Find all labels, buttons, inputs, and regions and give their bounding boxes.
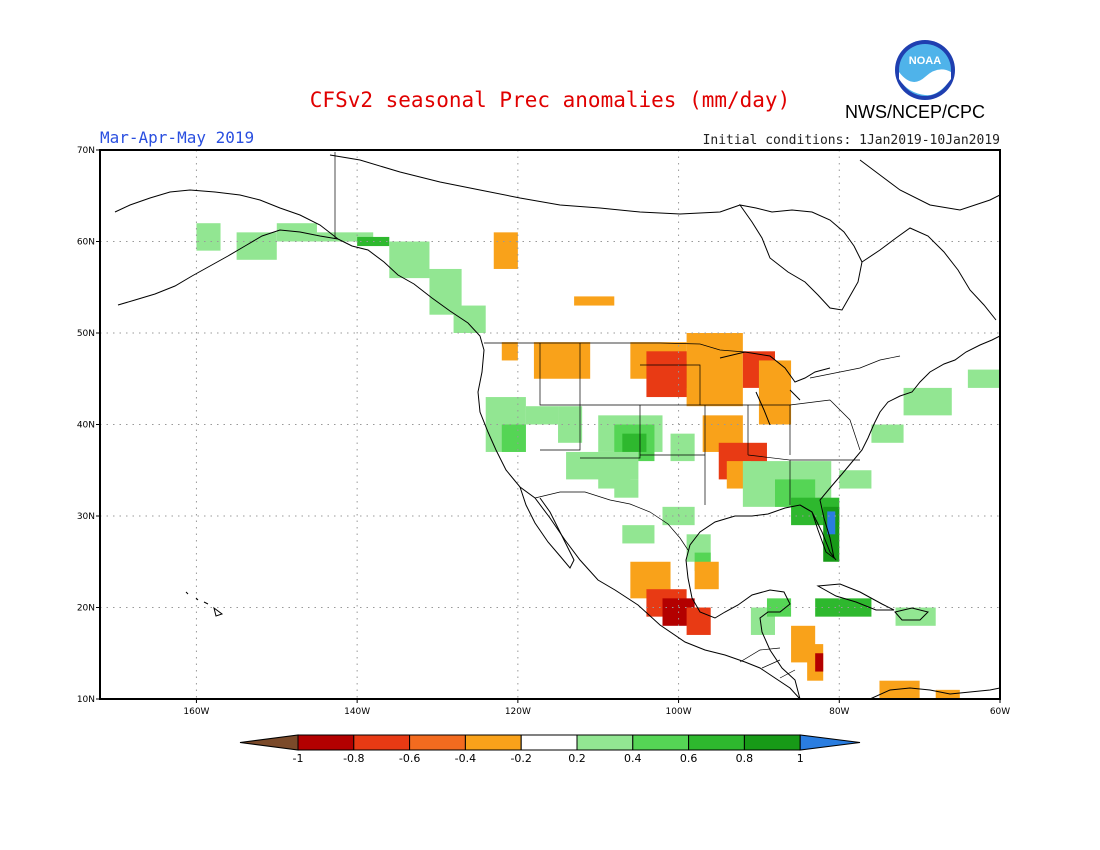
colorbar-right-arrow xyxy=(799,734,861,751)
great-lakes xyxy=(719,351,831,426)
coastline-labrador xyxy=(861,227,997,321)
anomaly-cell xyxy=(670,433,695,462)
lat-label: 40N xyxy=(77,421,95,431)
coastline-greenland xyxy=(859,159,1000,211)
longitude-labels: 160W 140W 120W 100W 80W 60W xyxy=(183,699,1010,717)
lat-label: 70N xyxy=(77,146,95,156)
anomaly-cell xyxy=(827,511,836,535)
anomaly-cell xyxy=(686,333,743,407)
colorbar-segment xyxy=(464,734,522,751)
anomaly-cell xyxy=(501,424,526,452)
lat-label: 30N xyxy=(77,512,95,522)
colorbar-label: 1 xyxy=(797,752,804,765)
anomaly-cell xyxy=(533,342,591,379)
coastlines xyxy=(114,154,1000,699)
coastline-florida xyxy=(799,504,837,561)
us-mexico-border xyxy=(534,491,689,551)
coastline-baja xyxy=(519,486,575,569)
lon-label: 80W xyxy=(829,707,849,717)
colorbar: -1 -0.8 -0.6 -0.4 -0.2 0.2 0.4 0.6 0.8 1 xyxy=(239,734,861,765)
coastline-alaska xyxy=(117,229,339,306)
colorbar-label: 0.6 xyxy=(680,752,698,765)
anomaly-cell xyxy=(694,561,719,590)
coastline-cuba xyxy=(816,583,895,611)
anomaly-cell xyxy=(871,424,904,443)
colorbar-segment xyxy=(576,734,634,751)
anomaly-cell xyxy=(935,689,960,699)
anomaly-cells xyxy=(196,223,1000,699)
lat-label: 10N xyxy=(77,695,95,705)
anomaly-cell xyxy=(879,680,920,699)
coastline-south-america xyxy=(869,687,1000,699)
lon-label: 60W xyxy=(990,707,1010,717)
anomaly-cell xyxy=(493,232,518,269)
anomaly-cell xyxy=(525,406,559,425)
anomaly-cell xyxy=(686,607,711,635)
anomaly-cell xyxy=(276,223,317,242)
lon-label: 120W xyxy=(505,707,531,717)
lat-label: 60N xyxy=(77,238,95,248)
anomaly-cell xyxy=(758,360,792,425)
colorbar-label: -0.6 xyxy=(399,752,420,765)
lon-label: 100W xyxy=(666,707,692,717)
colorbar-segment xyxy=(743,734,801,751)
period-label: Mar-Apr-May 2019 xyxy=(100,128,255,147)
coastline-arctic xyxy=(329,154,741,215)
coastline-hawaii xyxy=(185,591,224,617)
anomaly-cell xyxy=(815,653,824,672)
anomaly-cell xyxy=(453,305,486,333)
initial-conditions-label: Initial conditions: 1Jan2019-10Jan2019 xyxy=(702,133,1000,148)
anomaly-cell xyxy=(967,369,1000,388)
anomaly-cell xyxy=(815,598,872,617)
colorbar-label: -0.4 xyxy=(455,752,476,765)
gridlines xyxy=(100,150,1000,699)
anomaly-cell xyxy=(574,296,615,306)
colorbar-segment xyxy=(297,734,355,751)
coastline-hudson-bay xyxy=(738,204,863,311)
colorbar-segment xyxy=(409,734,466,751)
anomaly-cell xyxy=(501,342,518,361)
central-america-borders xyxy=(739,647,796,679)
colorbar-segment xyxy=(688,734,745,751)
anomaly-cell xyxy=(614,479,639,498)
anomaly-cell xyxy=(389,241,430,279)
anomaly-cell xyxy=(236,232,277,260)
map-title: CFSv2 seasonal Prec anomalies (mm/day) xyxy=(309,88,791,112)
anomaly-cell xyxy=(839,470,872,489)
lon-label: 160W xyxy=(183,707,209,717)
latitude-labels: 70N 60N 50N 40N 30N 20N 10N xyxy=(77,146,100,705)
noaa-logo: NOAA xyxy=(894,39,956,101)
lon-label: 140W xyxy=(344,707,370,717)
coastline-alaska-west xyxy=(114,189,339,240)
svg-text:NOAA: NOAA xyxy=(909,55,941,67)
us-canada-east-border xyxy=(809,355,901,379)
colorbar-label: 0.2 xyxy=(568,752,586,765)
agency-label: NWS/NCEP/CPC xyxy=(845,102,986,122)
anomaly-cell xyxy=(622,525,655,544)
colorbar-segment xyxy=(632,734,690,751)
coastline-hispaniola xyxy=(894,607,929,621)
lat-label: 20N xyxy=(77,604,95,614)
anomaly-cell xyxy=(895,607,936,626)
colorbar-segment xyxy=(520,734,578,751)
anomaly-cell xyxy=(622,433,647,452)
colorbar-label: -0.2 xyxy=(510,752,531,765)
political-borders xyxy=(334,152,901,679)
colorbar-left-arrow xyxy=(239,734,299,751)
colorbar-label: 0.8 xyxy=(736,752,754,765)
coastline-gulf xyxy=(685,335,1000,699)
colorbar-label: -0.8 xyxy=(343,752,364,765)
anomaly-cell xyxy=(316,232,374,242)
state-borders xyxy=(539,343,861,505)
colorbar-label: 0.4 xyxy=(624,752,642,765)
colorbar-label: -1 xyxy=(293,752,304,765)
coastline-west xyxy=(337,238,801,699)
anomaly-cell xyxy=(196,223,221,251)
lat-label: 50N xyxy=(77,329,95,339)
colorbar-segment xyxy=(353,734,411,751)
